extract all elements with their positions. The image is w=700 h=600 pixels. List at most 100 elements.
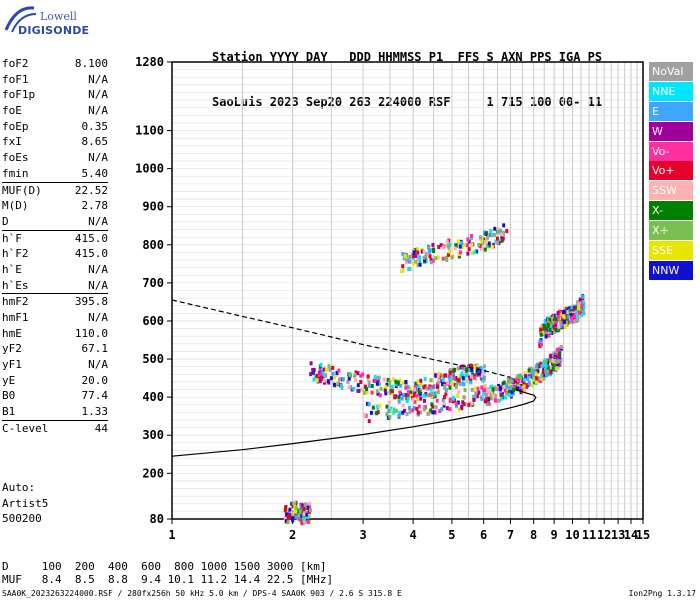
echo-point <box>446 380 450 385</box>
echo-point <box>473 386 477 391</box>
echo-point <box>367 383 371 388</box>
echo-point <box>419 378 423 383</box>
x-tick-label: 8 <box>530 528 537 542</box>
echo-point <box>551 320 555 325</box>
echo-point <box>283 508 287 513</box>
echo-point <box>331 365 335 370</box>
echo-point <box>490 233 494 238</box>
y-tick-label: 1000 <box>135 162 164 176</box>
echo-point <box>392 410 396 415</box>
param-label: C-level <box>2 421 49 435</box>
echo-point <box>414 381 418 386</box>
echo-point <box>443 373 447 378</box>
echo-point <box>565 322 569 327</box>
y-tick-label: 80 <box>150 512 164 526</box>
param-row: foF1 N/A <box>2 72 108 88</box>
echo-point <box>396 380 400 385</box>
echo-point <box>468 363 472 368</box>
echo-point <box>548 327 552 332</box>
lowell-logo <box>4 4 74 40</box>
echo-point <box>448 249 452 254</box>
echo-point <box>390 389 394 394</box>
echo-point <box>478 370 482 375</box>
echo-point <box>581 310 585 315</box>
echo-point <box>463 370 467 375</box>
echo-point <box>422 385 426 390</box>
echo-point <box>502 395 506 400</box>
param-row: foEs N/A <box>2 150 108 166</box>
echo-point <box>502 380 506 385</box>
echo-point <box>555 362 559 367</box>
echo-point <box>570 316 574 321</box>
echo-point <box>480 396 484 401</box>
param-label: MUF(D) <box>2 183 42 197</box>
echo-point <box>537 364 541 369</box>
echo-point <box>542 366 546 371</box>
echo-point <box>485 231 489 236</box>
echo-point <box>554 327 558 332</box>
y-tick-label: 1100 <box>135 124 164 138</box>
echo-point <box>447 374 451 379</box>
echo-point <box>302 519 306 524</box>
echo-point <box>290 516 294 521</box>
echo-point <box>303 502 307 507</box>
echo-point <box>491 244 495 249</box>
y-tick-label: 800 <box>142 238 164 252</box>
echo-point <box>453 246 457 251</box>
echo-point <box>448 367 452 372</box>
param-label: h`E <box>2 262 22 276</box>
param-value: N/A <box>88 262 108 276</box>
echo-point <box>496 240 500 245</box>
echo-point <box>298 517 302 522</box>
echo-point <box>385 404 389 409</box>
echo-point <box>468 380 472 385</box>
param-row: h`F2 415.0 <box>2 246 108 262</box>
echo-point <box>416 397 420 402</box>
echo-point <box>467 247 471 252</box>
echo-point <box>552 329 556 334</box>
echo-point <box>365 390 369 395</box>
echo-point <box>501 231 505 236</box>
x-tick-label: 10 <box>565 528 579 542</box>
echo-point <box>392 377 396 382</box>
param-label: D <box>2 214 9 228</box>
echo-point <box>544 363 548 368</box>
echo-point <box>567 314 571 319</box>
echo-point <box>293 500 297 505</box>
echo-point <box>431 242 435 247</box>
echo-point <box>327 364 331 369</box>
echo-point <box>484 393 488 398</box>
echo-point <box>503 395 507 400</box>
param-row: foF2 8.100 <box>2 56 108 72</box>
echo-point <box>490 396 494 401</box>
echo-point <box>463 387 467 392</box>
param-label: foEs <box>2 151 29 165</box>
echo-point <box>385 382 389 387</box>
echo-point <box>363 413 367 418</box>
param-row: hmF1 N/A <box>2 310 108 326</box>
param-value: N/A <box>88 311 108 324</box>
echo-point <box>390 391 394 396</box>
echo-point <box>559 321 563 326</box>
echo-point <box>388 414 392 419</box>
param-label: yF1 <box>2 358 22 372</box>
echo-point <box>542 359 546 364</box>
echo-point <box>416 250 420 255</box>
echo-point <box>378 403 382 408</box>
echo-point <box>425 386 429 391</box>
echo-point <box>323 380 327 385</box>
echo-point <box>340 385 344 390</box>
echo-point <box>554 317 558 322</box>
x-tick-label: 11 <box>582 528 596 542</box>
echo-point <box>354 370 358 375</box>
param-value: 395.8 <box>74 295 108 309</box>
echo-point <box>561 314 565 319</box>
echo-point <box>406 396 410 401</box>
echo-point <box>552 363 556 368</box>
y-tick-label: 400 <box>142 390 164 404</box>
echo-point <box>394 382 398 387</box>
param-row: foE N/A <box>2 103 108 119</box>
echo-point <box>462 395 466 400</box>
echo-point <box>397 395 401 400</box>
echo-point <box>554 360 558 365</box>
